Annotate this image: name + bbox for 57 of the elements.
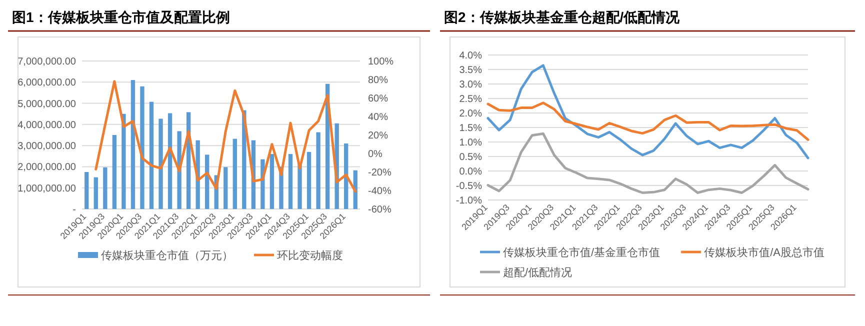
- y-tick-label: 5,000,000.00: [18, 98, 76, 110]
- y2-tick-label: 60%: [368, 94, 388, 104]
- y-tick-label: 0.0%: [459, 166, 482, 178]
- y-tick-label: -0.5%: [456, 181, 482, 192]
- bar: [130, 80, 136, 209]
- y-tick-label: 0.5%: [459, 152, 482, 163]
- y2-tick-label: 80%: [368, 75, 388, 86]
- y-tick-label: 2,000,000.00: [18, 162, 76, 174]
- bar: [112, 135, 117, 209]
- y-tick-label: 1.5%: [459, 123, 482, 134]
- y-tick-label: 1.0%: [459, 138, 482, 148]
- bar: [84, 172, 89, 209]
- bar: [168, 113, 172, 209]
- y-tick-label: 2.5%: [459, 94, 482, 105]
- y-tick-label: 4,000,000.00: [18, 120, 76, 131]
- y-tick-label: 6,000,000.00: [18, 78, 76, 89]
- legend-label: 传媒板块市值/A股总市值: [704, 246, 824, 259]
- chart-title: 图2：传媒板块基金重仓超配/低配情况: [444, 9, 681, 25]
- chart-title: 图1：传媒板块重仓市值及配置比例: [12, 9, 230, 25]
- bar: [158, 118, 163, 209]
- y-tick-label: 3.5%: [459, 65, 482, 76]
- y2-tick-label: 20%: [368, 130, 388, 142]
- legend-label: 传媒板块重仓市值/基金重仓市值: [503, 246, 660, 259]
- bar: [122, 114, 126, 209]
- bar: [288, 154, 293, 209]
- line-series: [486, 132, 810, 194]
- line-series: [486, 64, 810, 160]
- y-tick-label: 4.0%: [459, 50, 482, 62]
- bar: [306, 152, 312, 209]
- y-tick-label: 1,000,000.00: [18, 183, 76, 194]
- bar: [316, 132, 320, 209]
- bar: [103, 167, 108, 209]
- bar: [270, 154, 274, 209]
- legend-label: 超配/低配情况: [503, 266, 572, 279]
- line-series: [486, 102, 810, 141]
- bar: [205, 154, 210, 209]
- line-series: [94, 80, 357, 193]
- y2-tick-label: -60%: [368, 204, 392, 216]
- y-tick-label: 3.0%: [459, 80, 482, 90]
- bar: [94, 177, 98, 209]
- y-tick-label: -1.0%: [456, 196, 482, 206]
- bar: [224, 167, 228, 209]
- y-tick-label: -: [72, 204, 76, 216]
- y-tick-label: 2.0%: [459, 108, 482, 120]
- bar: [232, 138, 237, 209]
- legend-label: 传媒板块重仓市值（万元）: [101, 249, 233, 262]
- bar: [344, 143, 348, 209]
- legend-label: 环比变动幅度: [277, 249, 343, 262]
- bar: [140, 86, 144, 209]
- y2-tick-label: 100%: [368, 56, 394, 68]
- y-tick-label: 7,000,000.00: [18, 56, 76, 68]
- y2-tick-label: -40%: [368, 186, 392, 197]
- y-tick-label: 3,000,000.00: [18, 141, 76, 152]
- y2-tick-label: -20%: [368, 168, 392, 178]
- y2-tick-label: 0%: [368, 149, 383, 160]
- bar: [149, 102, 154, 209]
- y2-tick-label: 40%: [368, 112, 388, 123]
